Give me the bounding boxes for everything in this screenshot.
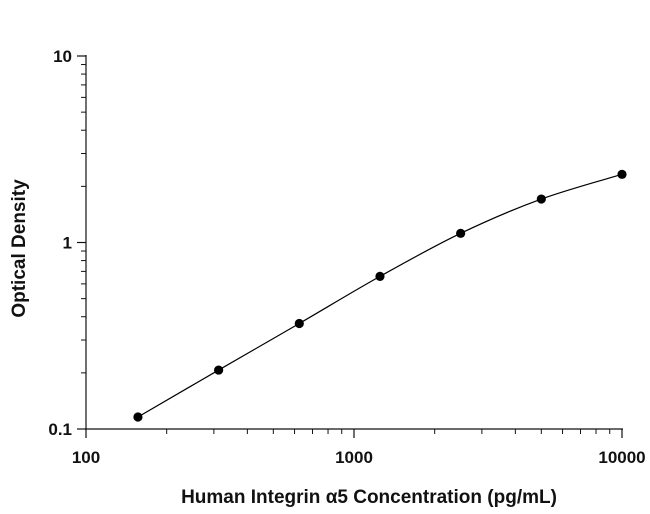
data-point (536, 194, 546, 204)
axes (85, 55, 623, 430)
y-tick-label: 10 (53, 47, 72, 66)
data-point (294, 318, 304, 329)
minor-ticks (81, 64, 611, 434)
x-axis-title: Human Integrin α5 Concentration (pg/mL) (181, 487, 557, 508)
x-tick-label: 1000 (335, 448, 373, 467)
fit-curve (137, 173, 623, 418)
major-ticks (77, 55, 623, 438)
data-point (214, 365, 224, 375)
data-point (617, 169, 627, 179)
y-tick-label: 1 (63, 234, 72, 253)
tick-labels: 100 1000 10000 0.1 1 10 (48, 47, 645, 467)
y-tick-label: 0.1 (48, 420, 72, 439)
data-points (133, 169, 627, 422)
x-tick-label: 100 (72, 448, 100, 467)
data-point (456, 228, 466, 238)
data-point (133, 412, 143, 422)
y-axis-title: Optical Density (9, 179, 30, 318)
data-point (375, 271, 385, 282)
x-tick-label: 10000 (598, 448, 645, 467)
